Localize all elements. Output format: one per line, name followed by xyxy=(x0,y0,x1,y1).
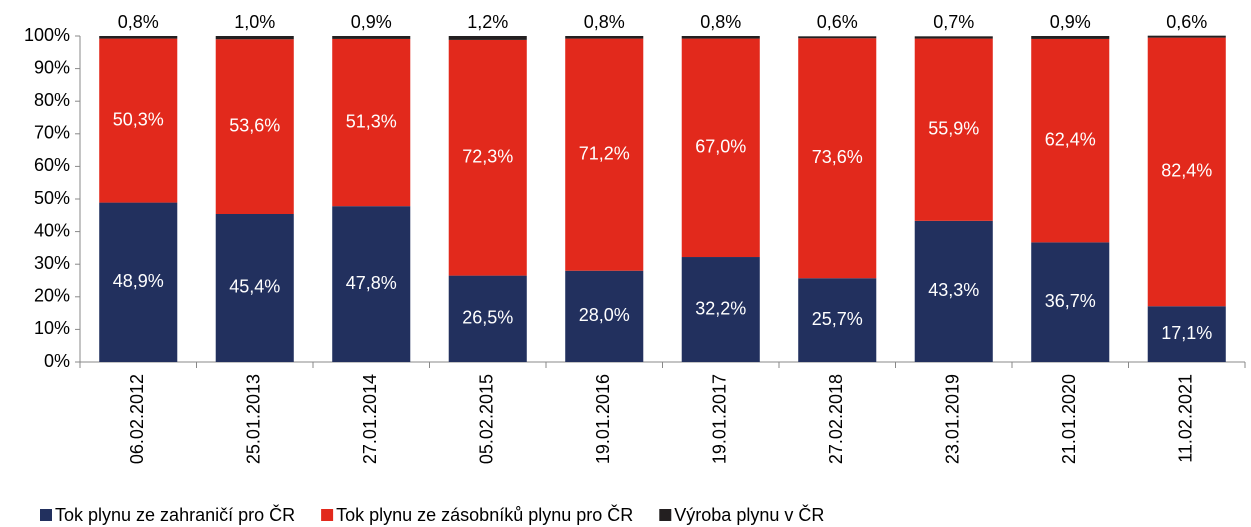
data-label: 25,7% xyxy=(812,309,863,329)
bar-segment xyxy=(798,278,877,362)
x-tick-label: 25.01.2013 xyxy=(244,374,264,464)
data-label: 0,8% xyxy=(118,12,159,32)
x-tick-label: 06.02.2012 xyxy=(127,374,147,464)
bar-segment xyxy=(681,36,760,39)
y-tick-label: 10% xyxy=(34,318,70,338)
y-tick-label: 90% xyxy=(34,57,70,77)
x-tick-label: 19.01.2017 xyxy=(710,374,730,464)
bar-segment xyxy=(914,220,993,362)
x-tick-label: 23.01.2019 xyxy=(943,374,963,464)
bar-segment xyxy=(1147,306,1226,362)
bar-segment xyxy=(798,38,877,279)
data-label: 0,7% xyxy=(933,12,974,32)
x-tick-label: 11.02.2021 xyxy=(1176,374,1196,463)
data-label: 50,3% xyxy=(113,109,164,129)
data-label: 32,2% xyxy=(695,298,746,318)
bar-segment xyxy=(99,38,178,203)
legend-label: Tok plynu ze zahraničí pro ČR xyxy=(55,504,295,525)
legend-label: Tok plynu ze zásobníků plynu pro ČR xyxy=(336,504,633,525)
data-label: 0,6% xyxy=(817,12,858,32)
bar-segment xyxy=(565,36,644,39)
data-label: 0,9% xyxy=(1050,12,1091,32)
bar-segment xyxy=(215,39,294,214)
data-label: 48,9% xyxy=(113,271,164,291)
y-tick-label: 20% xyxy=(34,286,70,306)
bar-segment xyxy=(448,39,527,276)
x-tick-label: 27.02.2018 xyxy=(826,374,846,464)
data-label: 26,5% xyxy=(462,308,513,328)
data-label: 55,9% xyxy=(928,118,979,138)
bar-segment xyxy=(448,275,527,362)
data-label: 45,4% xyxy=(229,277,280,297)
data-label: 82,4% xyxy=(1161,161,1212,181)
bar-segment xyxy=(565,38,644,271)
y-tick-label: 0% xyxy=(44,351,70,371)
data-label: 36,7% xyxy=(1045,291,1096,311)
bar-segment xyxy=(99,202,178,362)
data-label: 51,3% xyxy=(346,111,397,131)
bar-segment xyxy=(215,213,294,362)
y-tick-label: 80% xyxy=(34,90,70,110)
bar-segment xyxy=(332,206,411,362)
data-label: 72,3% xyxy=(462,147,513,167)
y-tick-label: 60% xyxy=(34,155,70,175)
data-label: 53,6% xyxy=(229,115,280,135)
data-label: 0,8% xyxy=(700,12,741,32)
data-label: 73,6% xyxy=(812,147,863,167)
bar-segment xyxy=(448,36,527,40)
bar-segment xyxy=(215,36,294,40)
bar-segment xyxy=(99,36,178,39)
legend-label: Výroba plynu v ČR xyxy=(674,504,824,525)
y-tick-label: 100% xyxy=(24,25,70,45)
x-tick-label: 27.01.2014 xyxy=(360,374,380,464)
data-label: 0,8% xyxy=(584,12,625,32)
bar-segment xyxy=(1147,35,1226,38)
bar-segment xyxy=(1031,36,1110,39)
data-label: 1,2% xyxy=(467,12,508,32)
bar-segment xyxy=(681,38,760,258)
data-label: 43,3% xyxy=(928,280,979,300)
legend-swatch xyxy=(659,509,672,521)
bar-segment xyxy=(565,270,644,362)
data-label: 62,4% xyxy=(1045,129,1096,149)
x-tick-label: 21.01.2020 xyxy=(1059,374,1079,464)
bar-segment xyxy=(1031,242,1110,362)
y-tick-label: 40% xyxy=(34,220,70,240)
y-tick-label: 30% xyxy=(34,253,70,273)
bar-segment xyxy=(914,38,993,221)
data-label: 71,2% xyxy=(579,143,630,163)
data-label: 0,9% xyxy=(351,12,392,32)
data-label: 0,6% xyxy=(1166,12,1207,32)
y-tick-label: 50% xyxy=(34,188,70,208)
bar-segment xyxy=(332,36,411,39)
bar-segment xyxy=(1031,38,1110,243)
x-tick-label: 19.01.2016 xyxy=(593,374,613,464)
x-tick-label: 05.02.2015 xyxy=(477,374,497,464)
y-tick-label: 70% xyxy=(34,123,70,143)
bar-segment xyxy=(681,257,760,362)
bar-segment xyxy=(914,36,993,39)
legend-swatch xyxy=(40,509,52,521)
data-label: 28,0% xyxy=(579,305,630,325)
legend-swatch xyxy=(321,509,334,521)
data-label: 1,0% xyxy=(234,12,275,32)
data-label: 47,8% xyxy=(346,273,397,293)
bar-segment xyxy=(1147,37,1226,307)
bar-segment xyxy=(798,36,877,39)
data-label: 17,1% xyxy=(1161,323,1212,343)
bar-segment xyxy=(332,38,411,207)
data-label: 67,0% xyxy=(695,137,746,157)
